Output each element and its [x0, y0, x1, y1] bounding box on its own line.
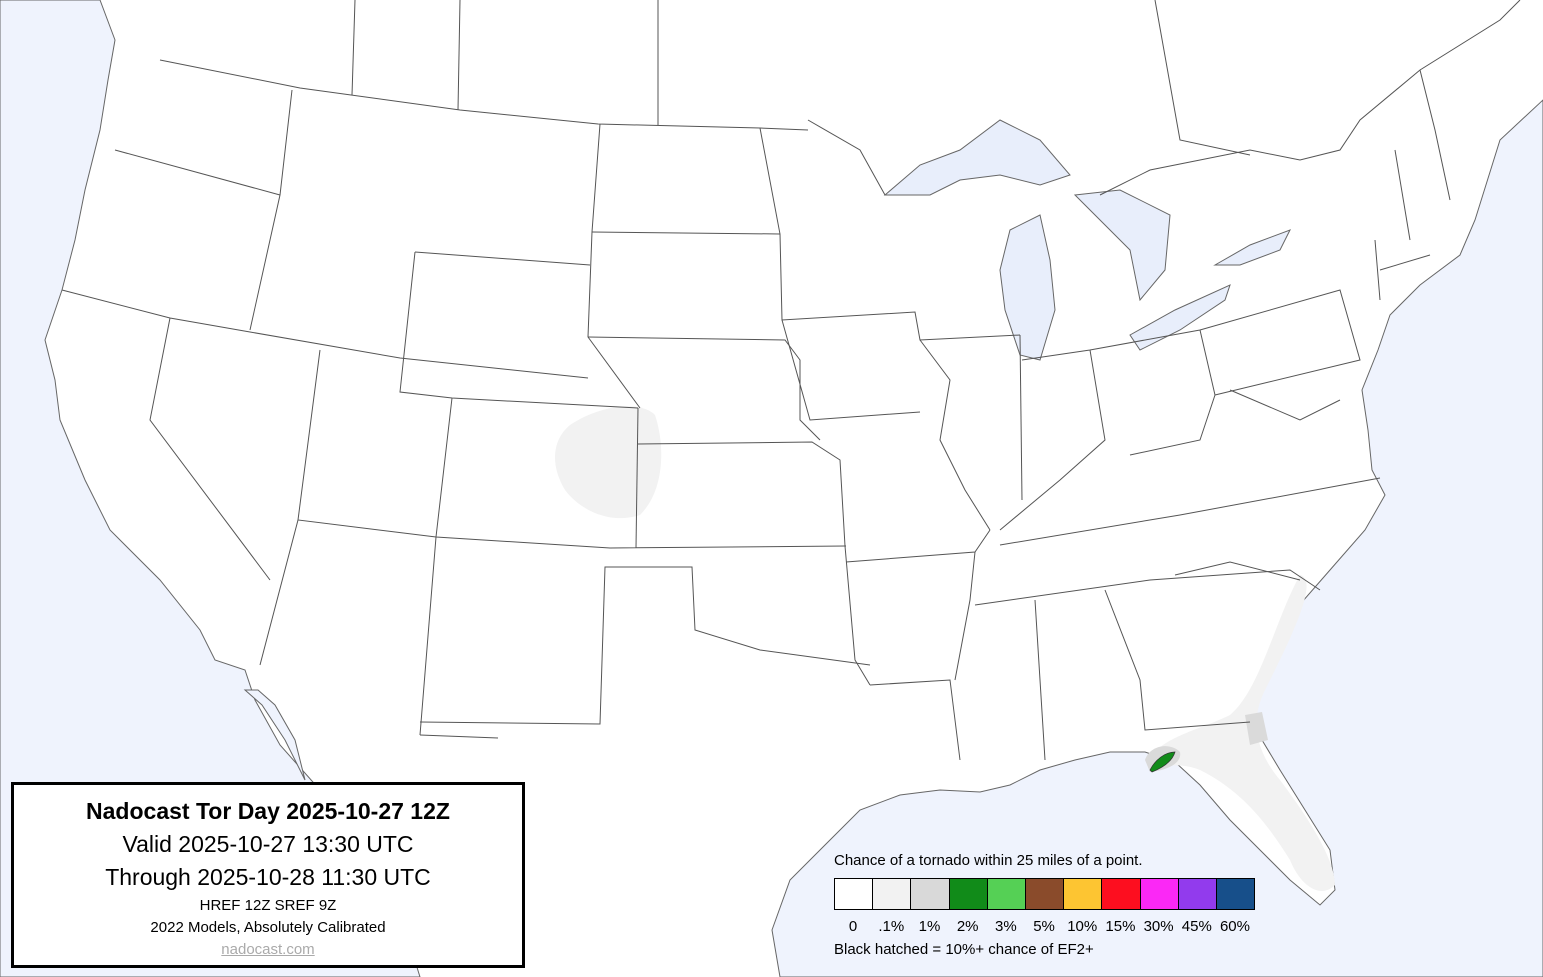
model-runs: HREF 12Z SREF 9Z — [199, 897, 337, 914]
state-borders — [61, 0, 1521, 761]
legend-swatch — [1025, 879, 1065, 909]
legend-label: 5% — [1033, 918, 1055, 935]
great-lakes — [883, 119, 1292, 361]
legend-labels: 0 .1% 1% 2% 3% 5% 10% 15% 30% 45% 60% — [834, 918, 1254, 935]
nadocast-link[interactable]: nadocast.com — [221, 941, 315, 958]
map-title: Nadocast Tor Day 2025-10-27 12Z — [86, 798, 450, 824]
legend-swatch — [911, 879, 950, 909]
lake-huron — [1073, 189, 1171, 302]
legend-label: 30% — [1143, 918, 1174, 935]
lake-superior — [883, 119, 1071, 196]
lake-erie — [1129, 284, 1231, 351]
legend-swatch — [1102, 879, 1141, 909]
legend-label: 3% — [995, 918, 1017, 935]
forecast-area-colorado-0.1 — [554, 406, 662, 519]
legend-label: 10% — [1067, 918, 1098, 935]
legend-hatch-note: Black hatched = 10%+ chance of EF2+ — [834, 941, 1094, 958]
legend-color-bar — [834, 878, 1255, 910]
lake-ontario — [1213, 229, 1292, 266]
legend-swatch — [1140, 879, 1179, 909]
forecast-area-ne-florida-1 — [1245, 712, 1268, 745]
legend-label: 60% — [1219, 918, 1250, 935]
legend-label: 1% — [918, 918, 941, 935]
legend-swatch — [1216, 879, 1255, 909]
gulf-and-atlantic — [771, 99, 1543, 977]
legend-swatch — [949, 879, 988, 909]
forecast-area-florida-2 — [1149, 751, 1176, 773]
legend-swatch — [835, 879, 874, 909]
calibration-note: 2022 Models, Absolutely Calibrated — [150, 919, 386, 936]
legend-label: .1% — [878, 918, 905, 935]
legend-heading: Chance of a tornado within 25 miles of a… — [834, 852, 1143, 869]
through-time: Through 2025-10-28 11:30 UTC — [105, 864, 431, 890]
legend-label: 2% — [956, 918, 979, 935]
legend-swatch — [987, 879, 1026, 909]
valid-time: Valid 2025-10-27 13:30 UTC — [122, 831, 414, 857]
legend-label: 15% — [1105, 918, 1136, 935]
legend-label: 45% — [1181, 918, 1212, 935]
lake-michigan — [999, 214, 1056, 361]
legend-label: 0 — [848, 918, 858, 935]
forecast-area-southeast-0.1 — [1150, 575, 1335, 891]
gulf-of-california — [243, 689, 306, 781]
title-box: Nadocast Tor Day 2025-10-27 12Z Valid 20… — [11, 782, 525, 968]
legend-swatch — [1064, 879, 1103, 909]
legend-swatch — [873, 879, 912, 909]
legend-swatch — [1178, 879, 1217, 909]
legend: Chance of a tornado within 25 miles of a… — [834, 852, 1255, 958]
